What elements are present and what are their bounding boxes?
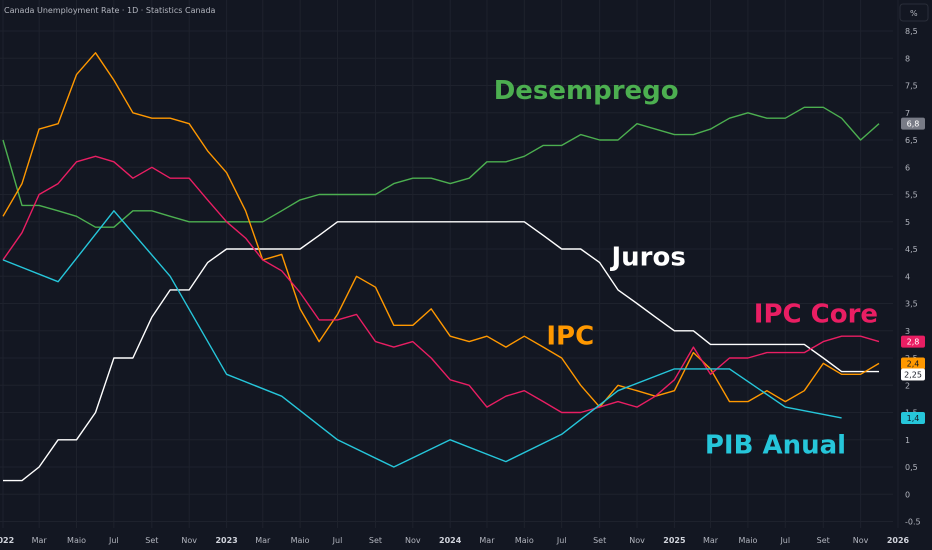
- x-tick-label: 2026: [887, 536, 910, 545]
- y-tick-label: 5,5: [905, 191, 918, 200]
- x-tick-label: 2024: [439, 536, 462, 545]
- series-annotation: Juros: [609, 242, 685, 272]
- x-tick-label: 2022: [0, 536, 14, 545]
- price-badges: 6,8 2,8 2,4 2,25 1,4: [901, 117, 925, 424]
- y-tick-label: 7: [905, 109, 910, 118]
- price-badge: 2,8: [901, 335, 925, 348]
- chart-title: Canada Unemployment Rate · 1D · Statisti…: [4, 6, 216, 15]
- x-tick-label: Jul: [779, 536, 790, 545]
- x-tick-label: Set: [593, 536, 606, 545]
- y-tick-label: 8: [905, 54, 910, 63]
- y-tick-label: 5: [905, 218, 910, 227]
- y-tick-label: 6: [905, 163, 910, 172]
- y-tick-label: 3: [905, 327, 910, 336]
- y-tick-label: 7,5: [905, 82, 918, 91]
- y-tick-label: 4,5: [905, 245, 918, 254]
- x-tick-label: 2025: [663, 536, 686, 545]
- y-tick-label: 6,5: [905, 136, 918, 145]
- y-tick-label: 1: [905, 436, 910, 445]
- x-tick-label: Set: [369, 536, 382, 545]
- price-badge-label: 6,8: [907, 120, 920, 129]
- y-tick-label: 8,5: [905, 27, 918, 36]
- price-badge: 1,4: [901, 411, 925, 424]
- x-tick-label: Jul: [332, 536, 343, 545]
- y-tick-label: 0,5: [905, 463, 918, 472]
- x-tick-label: Jul: [556, 536, 567, 545]
- x-tick-label: Maio: [67, 536, 86, 545]
- axis-unit-button[interactable]: %: [899, 3, 929, 22]
- x-tick-label: Maio: [515, 536, 534, 545]
- series-line-ipc: [2, 52, 880, 408]
- x-tick-label: Nov: [181, 536, 197, 545]
- x-tick-label: Mar: [479, 536, 495, 545]
- y-tick-label: 3,5: [905, 300, 918, 309]
- price-badge-label: 2,25: [904, 370, 922, 379]
- grid: [0, 0, 899, 528]
- series-lines: [2, 52, 880, 482]
- price-badge-label: 1,4: [907, 414, 920, 423]
- x-tick-label: Set: [817, 536, 830, 545]
- x-tick-label: Mar: [32, 536, 48, 545]
- annotations: Desemprego Juros IPC Core IPC PIB Anual: [494, 76, 878, 460]
- price-badge: 2,4: [901, 357, 925, 370]
- y-tick-label: 4: [905, 272, 910, 281]
- y-tick-label: 2: [905, 381, 910, 390]
- series-line-juros: [3, 221, 879, 482]
- x-tick-label: 2023: [215, 536, 237, 545]
- price-badge-label: 2,8: [907, 338, 920, 347]
- series-annotation: IPC Core: [754, 300, 878, 330]
- price-badge-label: 2,4: [907, 359, 920, 368]
- axis-unit-label: %: [910, 9, 918, 18]
- series-line-pib: [2, 210, 842, 468]
- x-tick-label: Nov: [853, 536, 869, 545]
- x-tick-label: Nov: [629, 536, 645, 545]
- x-tick-label: Set: [145, 536, 158, 545]
- series-annotation: Desemprego: [494, 76, 679, 106]
- price-badge: 6,8: [901, 117, 925, 130]
- y-tick-label: -0.5: [905, 518, 921, 527]
- series-line-ipc-core: [2, 155, 880, 414]
- x-tick-label: Mar: [703, 536, 719, 545]
- x-tick-label: Mar: [255, 536, 271, 545]
- series-annotation: PIB Anual: [705, 430, 846, 460]
- x-tick-label: Maio: [291, 536, 310, 545]
- series-line-desemprego: [2, 106, 880, 228]
- x-tick-label: Jul: [108, 536, 119, 545]
- price-badge: 2,25: [901, 368, 925, 381]
- series-annotation: IPC: [546, 321, 594, 351]
- y-tick-label: 0: [905, 490, 910, 499]
- x-axis[interactable]: 2022 Mar Maio Jul Set Nov 2023 Mar Maio Jul Set Nov…: [0, 536, 910, 545]
- x-tick-label: Maio: [738, 536, 757, 545]
- x-tick-label: Nov: [405, 536, 421, 545]
